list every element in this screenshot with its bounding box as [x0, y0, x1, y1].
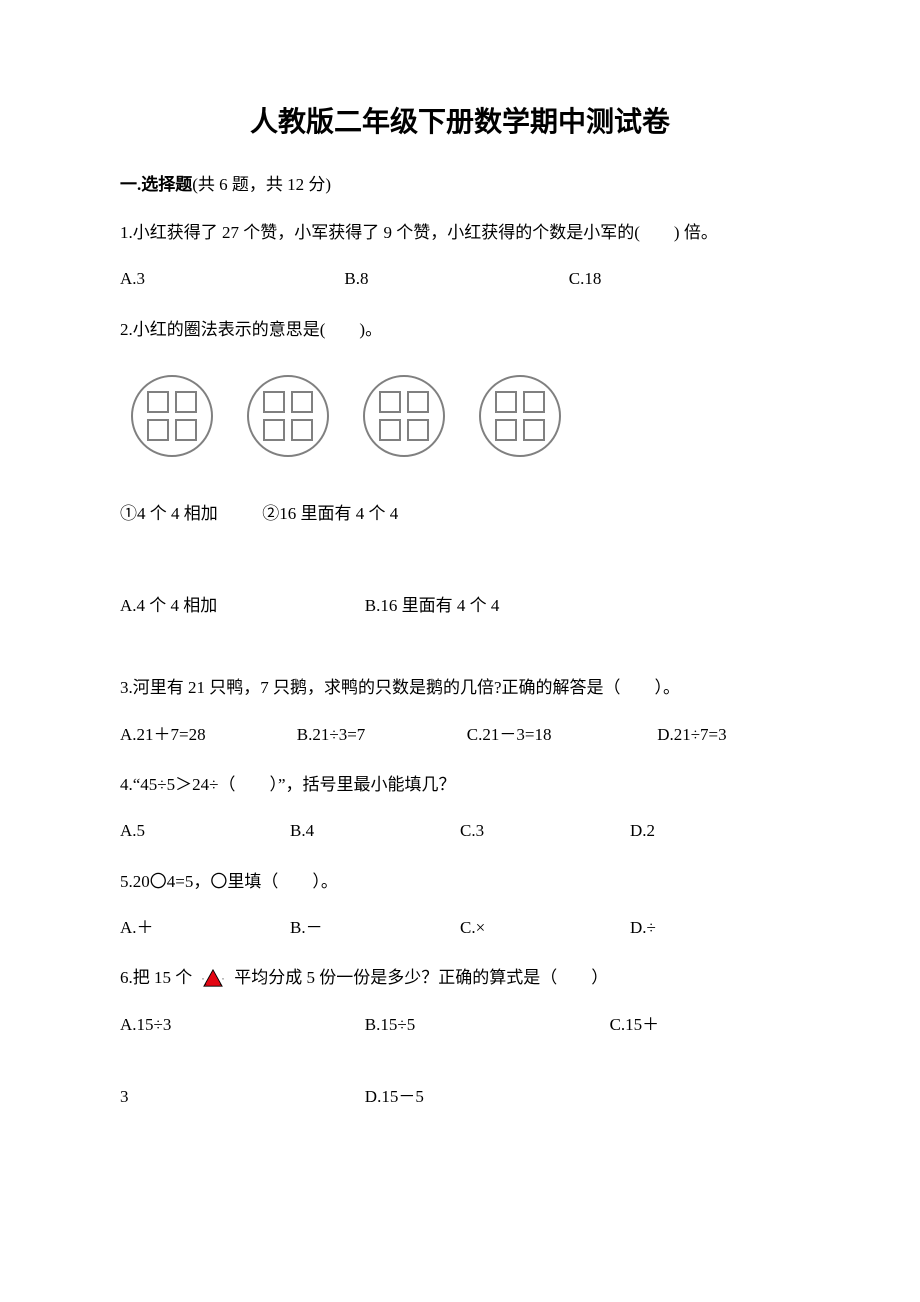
q6-option-d: D.15－5	[365, 1081, 637, 1113]
q6-tail: 3 D.15－5	[120, 1081, 800, 1113]
q3-options: A.21＋7=28 B.21÷3=7 C.21－3=18 D.21÷7=3	[120, 719, 800, 751]
q3-option-c: C.21－3=18	[467, 719, 657, 751]
section-header: 一.选择题(共 6 题，共 12 分)	[120, 170, 800, 195]
q5-options: A.＋ B.－ C.× D.÷	[120, 912, 800, 944]
q1-options: A.3 B.8 C.18	[120, 263, 800, 295]
q3-text: 3.河里有 21 只鸭，7 只鹅，求鸭的只数是鹅的几倍?正确的解答是（ ）。	[120, 672, 800, 704]
q4-options: A.5 B.4 C.3 D.2	[120, 815, 800, 847]
q2-diagram	[130, 374, 800, 458]
question-6: 6.把 15 个 平均分成 5 份一份是多少？正确的算式是（ ） A.15÷3 …	[120, 962, 800, 1113]
triangle-icon	[194, 966, 232, 990]
question-5: 5.20〇4=5，〇里填（ ）。 A.＋ B.－ C.× D.÷	[120, 866, 800, 945]
question-4: 4.“45÷5＞24÷（ ）”，括号里最小能填几？ A.5 B.4 C.3 D.…	[120, 769, 800, 848]
section-label: 一.选择题	[120, 175, 192, 194]
q2-circle-3	[362, 374, 446, 458]
q2-note-1: ①4 个 4 相加	[120, 504, 218, 523]
q5-text: 5.20〇4=5，〇里填（ ）。	[120, 866, 800, 898]
q1-text: 1.小红获得了 27 个赞，小军获得了 9 个赞，小红获得的个数是小军的( ) …	[120, 217, 800, 249]
q6-text: 6.把 15 个 平均分成 5 份一份是多少？正确的算式是（ ）	[120, 962, 800, 994]
q6-option-c: C.15＋	[610, 1009, 746, 1041]
q5-option-b: B.－	[290, 912, 460, 944]
q2-circle-2	[246, 374, 330, 458]
q4-text: 4.“45÷5＞24÷（ ）”，括号里最小能填几？	[120, 769, 800, 801]
q3-option-b: B.21÷3=7	[297, 719, 467, 751]
question-3: 3.河里有 21 只鸭，7 只鹅，求鸭的只数是鹅的几倍?正确的解答是（ ）。 A…	[120, 672, 800, 751]
q1-option-a: A.3	[120, 263, 344, 295]
q4-option-a: A.5	[120, 815, 290, 847]
section-meta: (共 6 题，共 12 分)	[192, 175, 331, 194]
q6-post: 平均分成 5 份一份是多少？正确的算式是（ ）	[234, 962, 608, 994]
q2-notes: ①4 个 4 相加 ②16 里面有 4 个 4	[120, 498, 800, 530]
page-title: 人教版二年级下册数学期中测试卷	[120, 100, 800, 140]
q2-circle-4	[478, 374, 562, 458]
q4-option-b: B.4	[290, 815, 460, 847]
q3-option-a: A.21＋7=28	[120, 719, 297, 751]
q6-pre: 6.把 15 个	[120, 962, 192, 994]
q6-tail-1: 3	[120, 1081, 365, 1113]
q5-option-a: A.＋	[120, 912, 290, 944]
question-2: 2.小红的圈法表示的意思是( )。	[120, 314, 800, 623]
q2-option-b: B.16 里面有 4 个 4	[365, 590, 637, 622]
q2-circle-1	[130, 374, 214, 458]
q5-option-c: C.×	[460, 912, 630, 944]
q6-option-b: B.15÷5	[365, 1009, 610, 1041]
q1-option-b: B.8	[344, 263, 568, 295]
q2-option-a: A.4 个 4 相加	[120, 590, 365, 622]
q1-option-c: C.18	[569, 263, 793, 295]
q2-text: 2.小红的圈法表示的意思是( )。	[120, 314, 800, 346]
q6-options: A.15÷3 B.15÷5 C.15＋	[120, 1009, 800, 1041]
q2-options: A.4 个 4 相加 B.16 里面有 4 个 4	[120, 590, 800, 622]
q5-option-d: D.÷	[630, 912, 800, 944]
q4-option-c: C.3	[460, 815, 630, 847]
question-1: 1.小红获得了 27 个赞，小军获得了 9 个赞，小红获得的个数是小军的( ) …	[120, 217, 800, 296]
q2-note-2: ②16 里面有 4 个 4	[262, 504, 398, 523]
q4-option-d: D.2	[630, 815, 800, 847]
q3-option-d: D.21÷7=3	[657, 719, 800, 751]
q6-option-a: A.15÷3	[120, 1009, 365, 1041]
